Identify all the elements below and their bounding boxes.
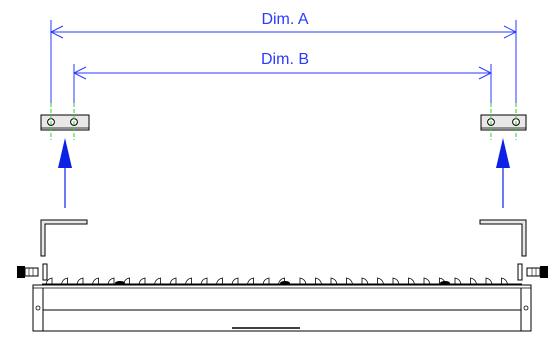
dim-b-arrow-right <box>478 66 493 80</box>
dimension-a: Dim. A <box>49 11 518 103</box>
dim-b-label: Dim. B <box>261 51 309 68</box>
dim-a-arrow-right <box>503 25 518 39</box>
device-tooth <box>392 277 400 285</box>
device-end-screw-right <box>523 305 529 311</box>
device-tooth <box>330 277 338 285</box>
device-tooth <box>299 277 307 285</box>
device-end-screw-left <box>35 305 41 311</box>
insert-arrow-right-head <box>496 138 510 168</box>
screw-right-washer <box>517 263 523 281</box>
device-tooth <box>408 277 415 285</box>
insert-arrow-left-head <box>58 138 72 168</box>
dimension-b: Dim. B <box>72 51 493 103</box>
screw-left <box>17 263 48 281</box>
device-tooth <box>231 277 239 285</box>
device-tooth <box>185 277 192 285</box>
insert-arrow-right <box>496 138 510 208</box>
dim-a-label: Dim. A <box>261 11 308 28</box>
device-tooth <box>377 277 384 285</box>
device-tooth <box>92 277 99 285</box>
screw-left-shaft <box>24 267 39 277</box>
l-bracket-right <box>479 219 527 257</box>
mounting-clip-left <box>40 103 90 140</box>
mounting-clip-right <box>480 103 527 140</box>
device-tooth <box>470 277 477 285</box>
device-tooth <box>315 277 322 285</box>
device-tooth <box>247 277 254 285</box>
insert-arrow-left <box>58 138 72 208</box>
device-tooth <box>423 277 431 285</box>
device-tooth <box>501 277 508 285</box>
device-tooth <box>61 277 68 285</box>
device-tooth <box>76 277 84 285</box>
device-tooth <box>216 277 223 285</box>
dim-a-arrow-left <box>49 25 64 39</box>
device-tooth <box>107 277 115 285</box>
device-tooth <box>485 277 493 285</box>
device-tooth <box>262 277 270 285</box>
screw-left-washer <box>42 263 48 281</box>
device-tooth <box>45 277 53 285</box>
device-tooth <box>154 277 161 285</box>
device-tooth <box>361 277 369 285</box>
device-tooth <box>346 277 353 285</box>
device-tooth <box>278 277 285 285</box>
dim-b-arrow-left <box>72 66 87 80</box>
device-tooth <box>200 277 208 285</box>
l-bracket-right-shape <box>479 219 527 257</box>
screw-right-head <box>540 266 548 278</box>
device-housing <box>32 284 532 332</box>
l-bracket-left-shape <box>40 219 88 257</box>
device-tooth <box>138 277 146 285</box>
device-tooth <box>454 277 462 285</box>
screw-right <box>517 263 548 281</box>
device-tooth <box>169 277 177 285</box>
screw-left-head <box>17 266 25 278</box>
device-body <box>32 277 532 332</box>
l-bracket-left <box>40 219 88 257</box>
screw-right-shaft <box>526 267 541 277</box>
